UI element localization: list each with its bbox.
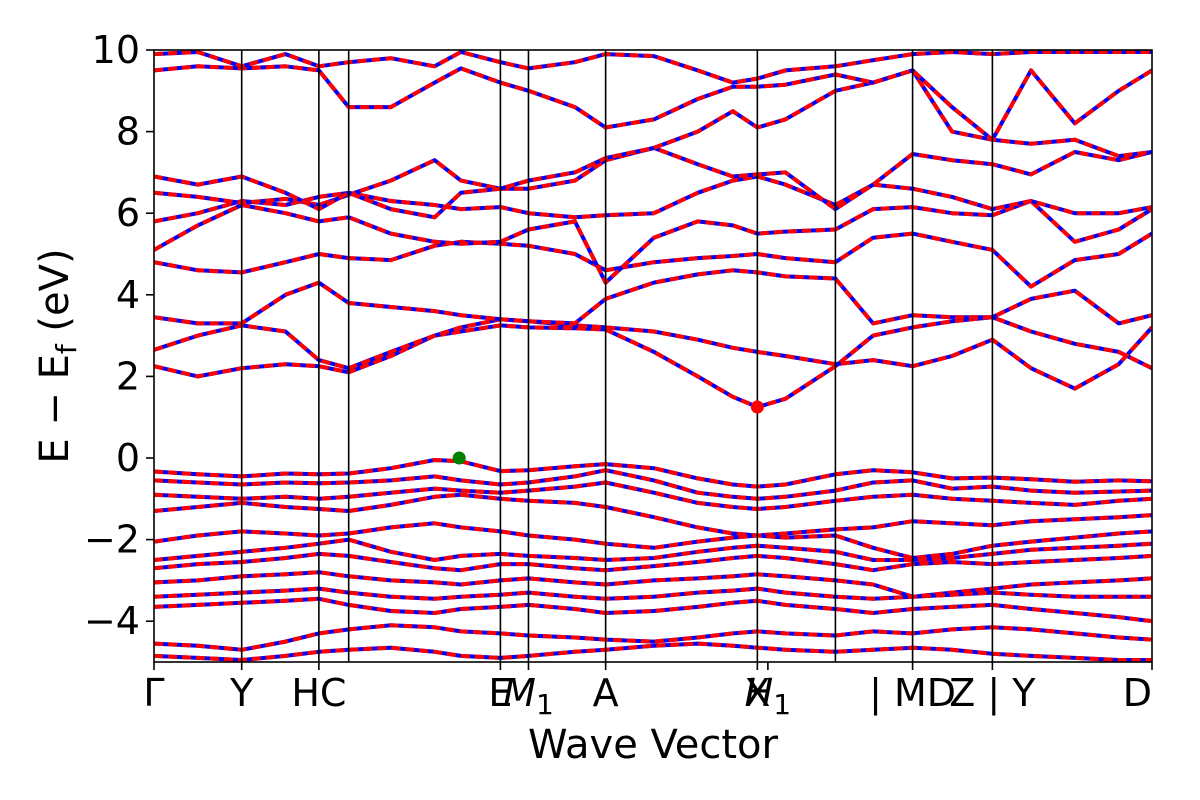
cbm-marker bbox=[750, 400, 764, 414]
band-spin-down-22 bbox=[154, 50, 1152, 85]
band-spin-down-12 bbox=[154, 641, 1152, 662]
band-spin-up-9 bbox=[154, 586, 1152, 601]
band-spin-up-12 bbox=[154, 641, 1152, 662]
x-tick-label: Γ bbox=[143, 671, 164, 715]
band-spin-down-3 bbox=[154, 480, 1152, 511]
band-spin-down-20 bbox=[154, 68, 1152, 220]
band-spin-up-20 bbox=[154, 68, 1152, 220]
band-spin-up-21 bbox=[154, 64, 1152, 142]
x-tick-label: Z | Y bbox=[949, 671, 1036, 716]
x-tick-label: | MD bbox=[869, 671, 956, 716]
band-lines bbox=[154, 50, 1152, 662]
band-spin-down-1 bbox=[154, 458, 1152, 489]
x-tick-label: X bbox=[744, 671, 770, 715]
kpoint-separators bbox=[240, 50, 994, 662]
band-spin-down-4 bbox=[154, 492, 1152, 538]
band-spin-down-8 bbox=[154, 570, 1152, 599]
x-tick-label: D bbox=[1123, 671, 1152, 715]
band-spin-down-15 bbox=[154, 268, 1152, 326]
x-tick-label: HC bbox=[291, 671, 346, 715]
x-tick-label: A bbox=[593, 671, 619, 715]
band-spin-up-10 bbox=[154, 596, 1152, 624]
x-axis-ticks: Γ Y HC EM1 A XH1 | MDZ | Y D bbox=[143, 662, 1153, 721]
plot-frame bbox=[153, 49, 1153, 663]
x-tick-label: Y bbox=[229, 671, 254, 715]
x-tick-label: M1 bbox=[503, 671, 554, 721]
band-spin-down-17 bbox=[154, 199, 1152, 285]
x-tick-label: E bbox=[488, 671, 512, 715]
y-tick-label: −2 bbox=[84, 518, 140, 562]
y-tick-label: 8 bbox=[116, 110, 140, 154]
band-spin-down-6 bbox=[154, 537, 1152, 562]
x-tick-label: H1 bbox=[745, 671, 791, 721]
y-axis-title: E − Ef (eV) bbox=[32, 248, 83, 463]
band-spin-down-18 bbox=[154, 174, 1152, 224]
y-tick-label: 2 bbox=[116, 354, 140, 398]
band-spin-down-16 bbox=[154, 231, 1152, 289]
band-spin-down-14 bbox=[154, 317, 1152, 391]
band-spin-down-21 bbox=[154, 64, 1152, 142]
band-spin-up-15 bbox=[154, 268, 1152, 326]
band-edge-markers bbox=[452, 400, 764, 465]
y-tick-label: 10 bbox=[92, 28, 140, 72]
band-spin-down-9 bbox=[154, 586, 1152, 601]
vbm-marker bbox=[452, 451, 466, 465]
x-axis-title: Wave Vector bbox=[528, 722, 779, 768]
y-tick-label: 0 bbox=[116, 436, 140, 480]
band-spin-down-2 bbox=[154, 468, 1152, 501]
band-spin-down-10 bbox=[154, 596, 1152, 624]
y-tick-label: 4 bbox=[116, 273, 140, 317]
y-tick-label: −4 bbox=[84, 599, 140, 643]
y-axis-ticks: −4 −2 0 2 4 6 8 10 bbox=[84, 28, 154, 643]
y-tick-label: 6 bbox=[116, 191, 140, 235]
band-spin-down-7 bbox=[154, 551, 1152, 573]
band-spin-down-5 bbox=[154, 521, 1152, 560]
band-spin-down-11 bbox=[154, 623, 1152, 652]
